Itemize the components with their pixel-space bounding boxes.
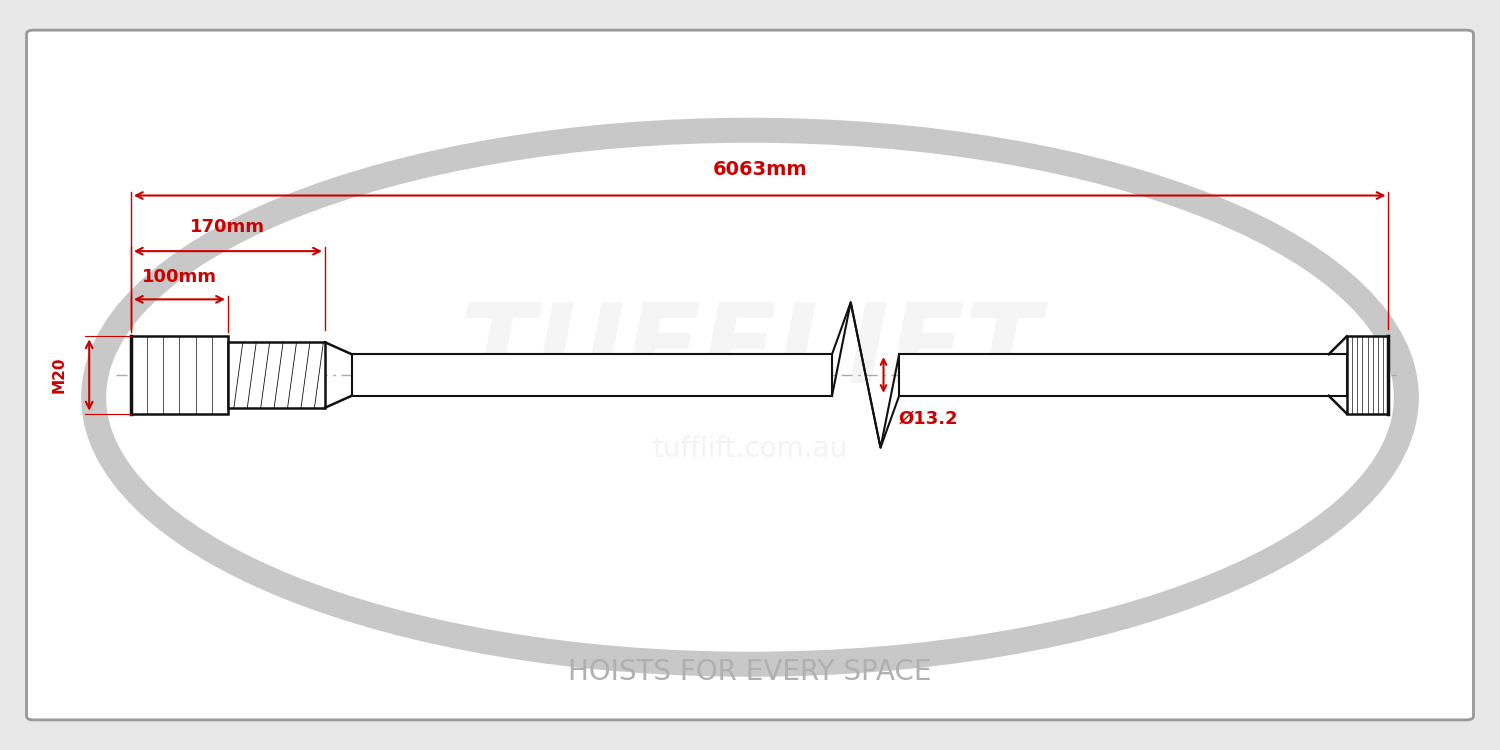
Bar [228, 342, 326, 408]
Text: TUFFLIFT: TUFFLIFT [459, 299, 1041, 406]
Bar [351, 354, 833, 396]
FancyBboxPatch shape [27, 30, 1473, 720]
Text: M20: M20 [53, 357, 68, 393]
Bar [130, 337, 228, 413]
Bar [898, 354, 1347, 396]
Text: Ø13.2: Ø13.2 [898, 409, 958, 427]
Text: 6063mm: 6063mm [712, 160, 807, 179]
Text: HOISTS FOR EVERY SPACE: HOISTS FOR EVERY SPACE [568, 658, 932, 686]
Text: 170mm: 170mm [190, 218, 266, 236]
Bar [1347, 337, 1389, 413]
Text: tufflift.com.au: tufflift.com.au [652, 435, 847, 463]
Text: 100mm: 100mm [142, 268, 218, 286]
